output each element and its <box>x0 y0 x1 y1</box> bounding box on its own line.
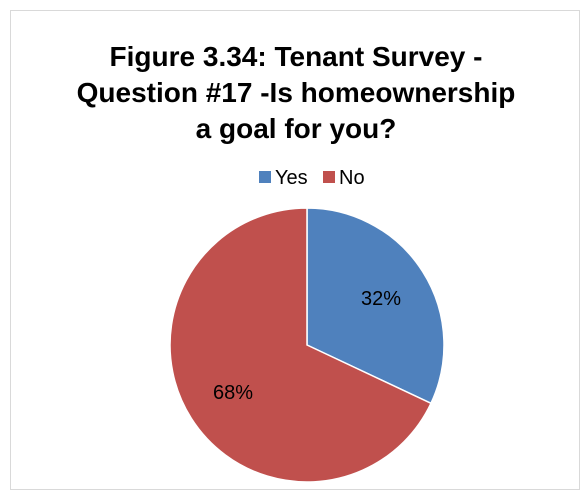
pie-slice-yes <box>306 207 445 405</box>
legend-swatch-yes <box>259 171 271 183</box>
chart-title-line-2: Question #17 -Is homeownership <box>76 77 516 108</box>
chart-area: Figure 3.34: Tenant Survey - Question #1… <box>10 10 580 490</box>
chart-title: Figure 3.34: Tenant Survey - Question #1… <box>11 39 581 147</box>
pie-chart: Yes No 32% 68% <box>169 167 445 483</box>
legend-label-no: No <box>339 167 365 189</box>
legend-label-yes: Yes <box>275 167 308 189</box>
chart-title-line-3: a goal for you? <box>195 113 397 144</box>
data-label-no: 68% <box>213 382 253 404</box>
data-label-yes: 32% <box>361 288 401 310</box>
chart-title-line-1: Figure 3.34: Tenant Survey - <box>109 41 483 72</box>
pie-slice-no <box>169 207 432 483</box>
legend-swatch-no <box>323 171 335 183</box>
